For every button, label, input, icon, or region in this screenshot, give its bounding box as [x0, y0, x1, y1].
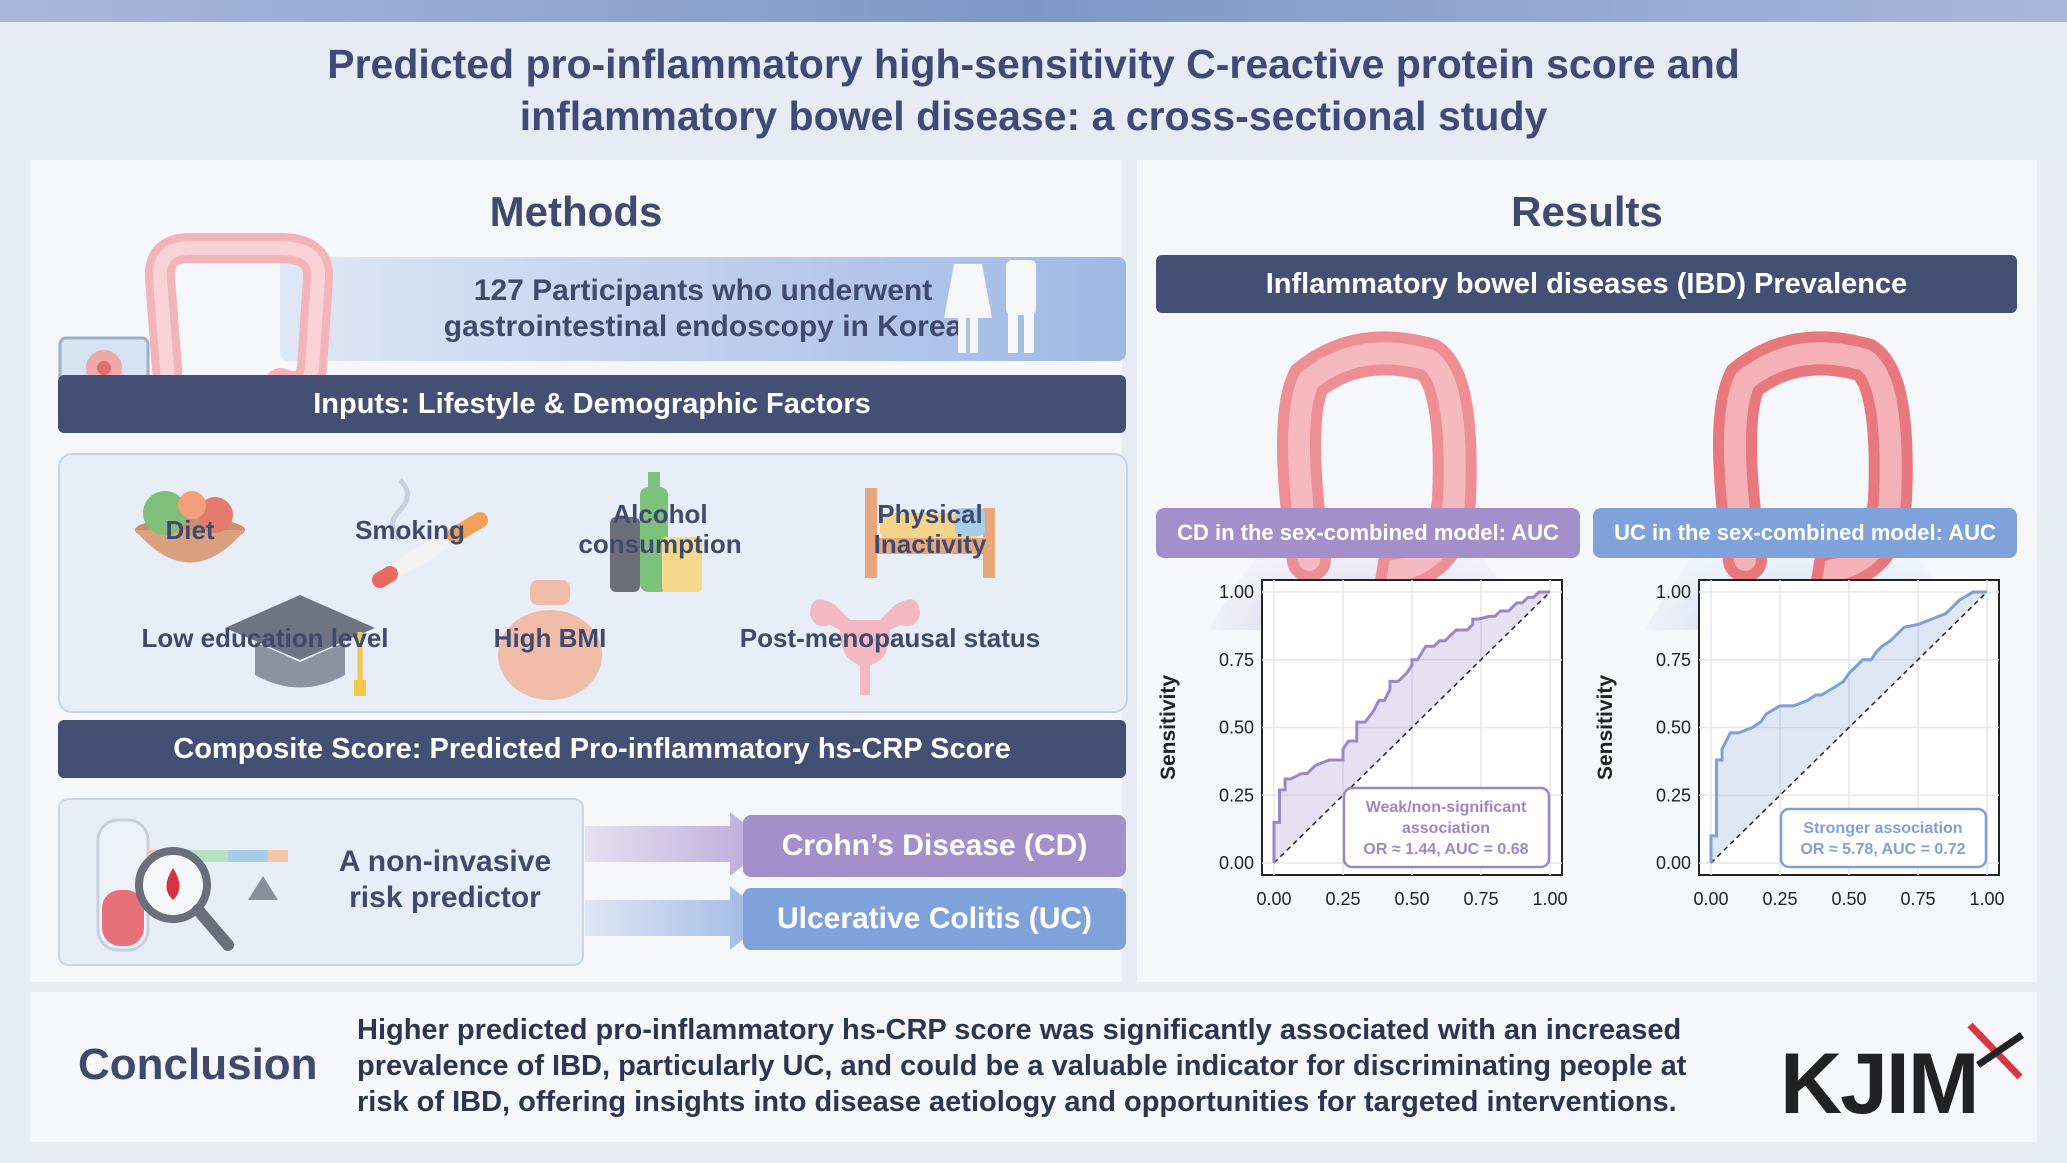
y-tick-label: 1.00 — [1656, 582, 1691, 602]
composite-score-bar: Composite Score: Predicted Pro-inflammat… — [58, 720, 1126, 778]
arrow-to-uc — [585, 886, 770, 950]
x-tick-label: 1.00 — [1532, 889, 1567, 909]
bottles-icon — [610, 472, 702, 592]
results-panel: Results Inflammatory bowel diseases (IBD… — [1137, 160, 2037, 982]
results-heading: Results — [1511, 188, 1663, 235]
annotation-box — [1342, 786, 1551, 869]
factor-physical-line-2: Inactivity — [873, 529, 987, 559]
bed-icon — [865, 488, 995, 578]
salad-bowl-icon — [135, 491, 245, 563]
inputs-bar: Inputs: Lifestyle & Demographic Factors — [58, 375, 1126, 433]
methods-heading: Methods — [489, 188, 663, 235]
annotation-text: OR ≈ 1.44, AUC = 0.68 — [1363, 841, 1528, 858]
title-line-2: inflammatory bowel disease: a cross-sect… — [519, 93, 1548, 139]
y-tick-label: 0.00 — [1219, 853, 1254, 873]
top-accent-bar — [0, 0, 2067, 22]
factor-alcohol-line-1: Alcohol — [612, 499, 708, 529]
predictor-line-2: risk predictor — [349, 881, 541, 914]
y-tick-label: 0.75 — [1219, 650, 1254, 670]
x-tick-label: 0.00 — [1256, 889, 1291, 909]
factor-alcohol-line-2: consumption — [578, 529, 742, 559]
x-tick-label: 0.50 — [1394, 889, 1429, 909]
factor-alcohol: Alcohol consumption — [570, 499, 750, 559]
test-tube-magnifier-icon — [96, 818, 288, 952]
uc-model-bar: UC in the sex-combined model: AUC — [1593, 508, 2017, 558]
participants-line-1: 127 Participants who underwent — [473, 274, 933, 307]
x-tick-label: 0.50 — [1831, 889, 1866, 909]
y-tick-label: 1.00 — [1219, 582, 1254, 602]
crohns-disease-pill: Crohn’s Disease (CD) — [743, 815, 1126, 877]
x-tick-label: 0.75 — [1900, 889, 1935, 909]
roc-curve — [1272, 590, 1550, 863]
title-line-1: Predicted pro-inflammatory high-sensitiv… — [327, 41, 1740, 87]
factor-physical-inactivity: Physical Inactivity — [850, 499, 1010, 559]
page-title: Predicted pro-inflammatory high-sensitiv… — [0, 38, 2067, 142]
factors-box: Diet Smoking Alcohol consumption — [58, 453, 1128, 713]
body-torso-icon — [498, 580, 602, 700]
annotation-box — [1779, 807, 1988, 869]
x-tick-label: 0.00 — [1693, 889, 1728, 909]
annotation-text: association — [1402, 820, 1490, 837]
y-axis-label: Sensitivity — [1157, 675, 1180, 780]
factor-high-bmi: High BMI — [493, 623, 607, 653]
roc-curve — [1709, 590, 1987, 863]
graduation-cap-icon — [225, 595, 375, 696]
predictor-line-1: A non-invasive — [338, 845, 552, 878]
factor-diet: Diet — [165, 515, 215, 545]
participants-line-2: gastrointestinal endoscopy in Korea — [443, 310, 963, 343]
cd-roc-chart: 0.000.00 0.25 0.25 0.50 0.50 0.75 0.75 1.00 1.00… — [1157, 579, 1568, 909]
uc-roc-chart: 0.000.00 0.25 0.25 0.50 0.50 0.75 0.75 1.00 1.00… — [1594, 579, 2005, 909]
y-tick-label: 0.50 — [1219, 718, 1254, 738]
cigarette-icon — [372, 478, 488, 588]
y-tick-label: 0.50 — [1656, 718, 1691, 738]
cd-model-bar: CD in the sex-combined model: AUC — [1156, 508, 1580, 558]
factor-smoking: Smoking — [355, 515, 465, 545]
chance-diagonal — [1273, 591, 1551, 864]
chance-diagonal — [1710, 591, 1988, 864]
y-tick-label: 0.75 — [1656, 650, 1691, 670]
risk-predictor-label: A non-invasive risk predictor — [325, 844, 565, 916]
methods-panel: Methods 127 Participants who underwent g… — [30, 160, 1128, 982]
kjim-logo: KJIM — [1780, 1036, 1979, 1132]
logo-x-mark — [1967, 1022, 2024, 1080]
x-tick-label: 0.25 — [1325, 889, 1360, 909]
y-axis-label: Sensitivity — [1594, 675, 1617, 780]
people-icon — [944, 233, 1036, 353]
arrow-to-cd — [585, 812, 770, 876]
y-tick-label: 0.00 — [1656, 853, 1691, 873]
ulcerative-colitis-pill: Ulcerative Colitis (UC) — [743, 888, 1126, 950]
risk-predictor-box: A non-invasive risk predictor — [58, 798, 584, 966]
annotation-text: OR ≈ 5.78, AUC = 0.72 — [1800, 841, 1965, 858]
factor-post-menopausal: Post-menopausal status — [739, 623, 1041, 653]
conclusion-panel — [30, 992, 2037, 1142]
conclusion-text: Higher predicted pro-inflammatory hs-CRP… — [357, 1014, 1687, 1118]
x-tick-label: 0.25 — [1762, 889, 1797, 909]
ibd-prevalence-bar: Inflammatory bowel diseases (IBD) Preval… — [1156, 255, 2017, 313]
annotation-text: Stronger association — [1803, 820, 1962, 837]
uterus-icon — [810, 599, 920, 695]
conclusion-label: Conclusion — [78, 1040, 318, 1089]
x-tick-label: 1.00 — [1969, 889, 2004, 909]
x-tick-label: 0.75 — [1463, 889, 1498, 909]
annotation-text: Weak/non-significant — [1366, 799, 1527, 816]
y-tick-label: 0.25 — [1656, 785, 1691, 805]
y-tick-label: 0.25 — [1219, 785, 1254, 805]
factor-physical-line-1: Physical — [877, 499, 983, 529]
factor-low-education: Low education level — [141, 623, 389, 653]
